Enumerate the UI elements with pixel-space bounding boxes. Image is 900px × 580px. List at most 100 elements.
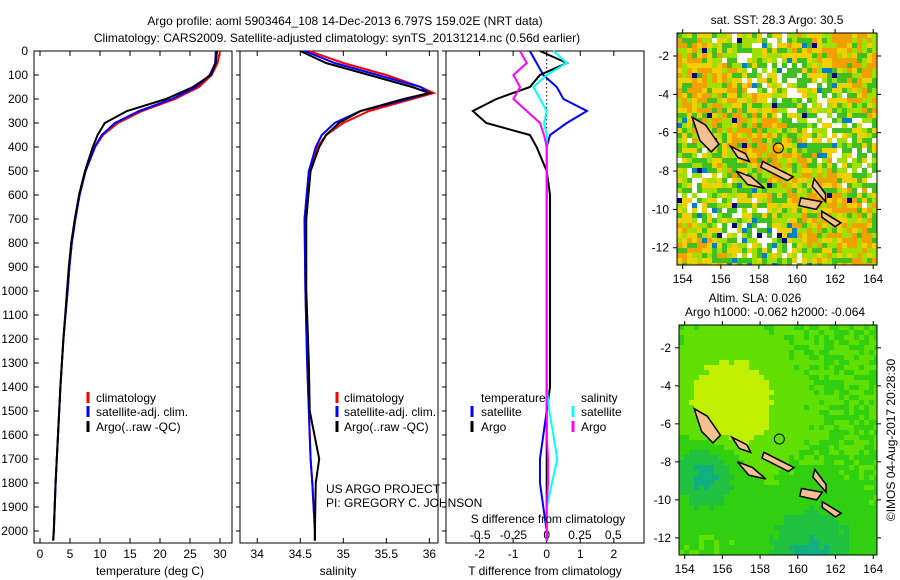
x-tick-label: 5 [67,547,74,561]
sst-cell [752,143,757,148]
sla-cell [679,365,684,370]
sla-cell [829,400,834,405]
sla-cell [744,330,749,335]
sla-cell [684,470,689,475]
sst-cell [697,78,702,83]
sst-cell [862,33,867,38]
sst-cell [787,93,792,98]
sla-cell [844,335,849,340]
sst-cell [697,253,702,258]
sst-cell [787,53,792,58]
sst-cell [807,158,812,163]
sla-cell [854,335,859,340]
sst-cell [867,33,872,38]
sla-cell [874,405,877,410]
sst-cell [782,253,787,258]
sst-cell [842,253,847,258]
sla-cell [684,410,689,415]
sst-cell [752,163,757,168]
sla-cell [814,410,819,415]
sst-cell [702,108,707,113]
sst-cell [767,158,772,163]
sst-cell [747,163,752,168]
sla-cell [819,390,824,395]
sst-cell [692,48,697,53]
sst-cell [842,258,847,263]
sla-cell [814,445,819,450]
sla-cell [749,375,754,380]
sst-cell [847,203,852,208]
sla-cell [849,390,854,395]
sst-cell [777,53,782,58]
sla-cell [689,485,694,490]
sst-cell [712,193,717,198]
sst-cell [752,78,757,83]
sst-cell [777,253,782,258]
sst-cell [852,108,857,113]
sla-cell [719,450,724,455]
sst-cell [677,193,682,198]
sst-cell [797,168,802,173]
sla-cell [814,425,819,430]
sst-cell [767,223,772,228]
sla-cell [749,530,754,535]
sst-cell [757,223,762,228]
sla-cell [769,475,774,480]
sst-cell [762,243,767,248]
sst-cell [772,193,777,198]
sst-cell [792,83,797,88]
sst-cell [852,58,857,63]
sst-cell [742,83,747,88]
sst-cell [682,258,687,263]
sst-cell [852,43,857,48]
sla-cell [744,475,749,480]
sla-cell [809,450,814,455]
sst-cell [717,73,722,78]
sla-cell [829,535,834,540]
sst-cell [872,33,877,38]
sst-cell [822,38,827,43]
sst-cell [702,148,707,153]
sla-cell [719,525,724,530]
sst-cell [852,83,857,88]
sst-cell [827,168,832,173]
sst-cell [852,188,857,193]
sla-cell [769,550,774,555]
sla-cell [864,440,869,445]
sst-cell [752,153,757,158]
sla-cell [694,395,699,400]
sst-cell [857,78,862,83]
sla-cell [749,460,754,465]
sst-cell [822,203,827,208]
sst-cell [797,63,802,68]
sst-cell [772,208,777,213]
sst-cell [767,193,772,198]
sla-cell [789,540,794,545]
sst-cell [697,103,702,108]
sla-cell [759,360,764,365]
sst-cell [842,193,847,198]
sst-cell [717,253,722,258]
sla-cell [699,485,704,490]
sst-cell [842,133,847,138]
sst-cell [787,73,792,78]
sst-cell [857,88,862,93]
sla-cell [739,340,744,345]
sla-cell [709,370,714,375]
sst-cell [827,103,832,108]
sla-cell [769,495,774,500]
sst-cell [862,253,867,258]
sst-cell [712,168,717,173]
sla-cell [729,365,734,370]
sst-cell [812,168,817,173]
sst-cell [772,113,777,118]
sst-cell [872,88,877,93]
sla-cell [809,445,814,450]
sst-cell [747,33,752,38]
sla-cell [794,330,799,335]
sst-cell [717,43,722,48]
sla-cell [704,350,709,355]
sla-cell [774,380,779,385]
sla-cell [764,450,769,455]
sst-cell [712,223,717,228]
